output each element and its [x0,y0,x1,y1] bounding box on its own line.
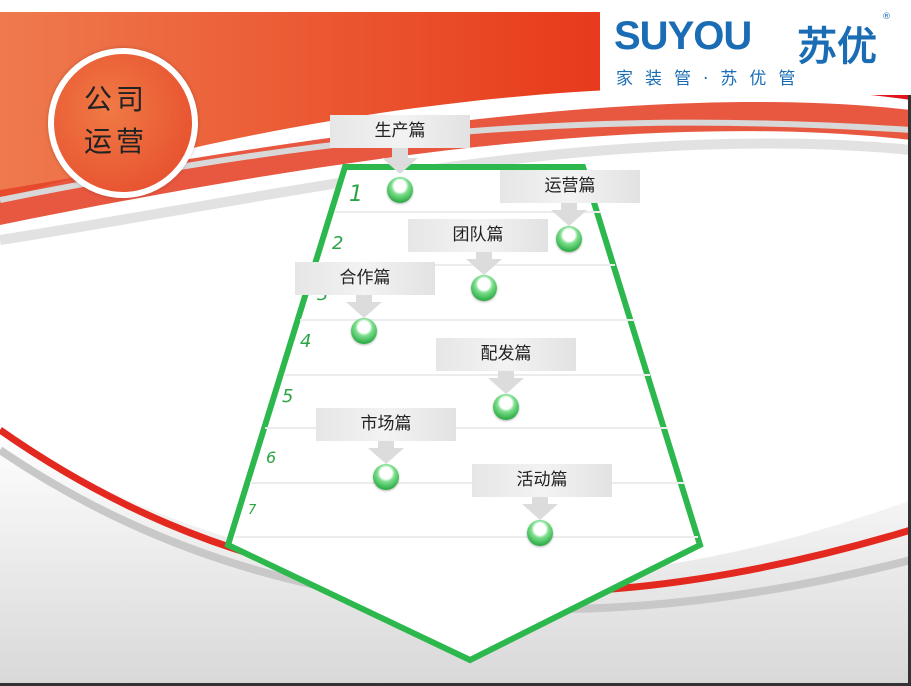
level-number: 5 [282,386,294,407]
down-arrow-icon [368,448,404,464]
green-ball-marker [471,275,497,301]
level-number: 4 [300,331,312,352]
arrow-stem [378,441,394,451]
logo-slogan: 家装管·苏优管 [616,69,808,89]
arrow-stem [498,371,514,381]
down-arrow-icon [488,378,524,394]
level-number: 2 [332,233,344,254]
level-number: 1 [349,182,363,207]
down-arrow-icon [466,259,502,275]
arrow-stem [392,148,408,158]
item-label: 市场篇 [316,408,456,441]
item-label: 合作篇 [295,262,435,295]
arrow-stem [476,252,492,262]
down-arrow-icon [522,504,558,520]
down-arrow-icon [551,210,587,226]
green-ball-marker [493,394,519,420]
item-label: 运营篇 [500,170,640,203]
level-number: 7 [248,503,257,518]
arrow-stem [561,203,577,213]
item-label: 团队篇 [408,219,548,252]
item-label: 配发篇 [436,338,576,371]
green-ball-marker [351,318,377,344]
arrow-stem [356,295,372,305]
green-ball-marker [387,177,413,203]
section-badge: 公司 运营 [48,48,198,198]
down-arrow-icon [382,158,418,174]
item-label: 活动篇 [472,464,612,497]
suyou-logo: SUYOU 苏优 ® 家装管·苏优管 [600,0,911,95]
level-number: 6 [266,448,277,467]
arrow-stem [532,497,548,507]
logo-brand-cn: 苏优 [797,24,877,70]
green-ball-marker [556,226,582,252]
green-ball-marker [373,464,399,490]
item-label: 生产篇 [330,115,470,148]
logo-brand-en: SUYOU [614,14,752,58]
green-ball-marker [527,520,553,546]
badge-line1: 公司 [84,83,149,116]
down-arrow-icon [346,302,382,318]
logo-registered-mark: ® [882,12,891,22]
badge-line2: 运营 [84,125,149,158]
